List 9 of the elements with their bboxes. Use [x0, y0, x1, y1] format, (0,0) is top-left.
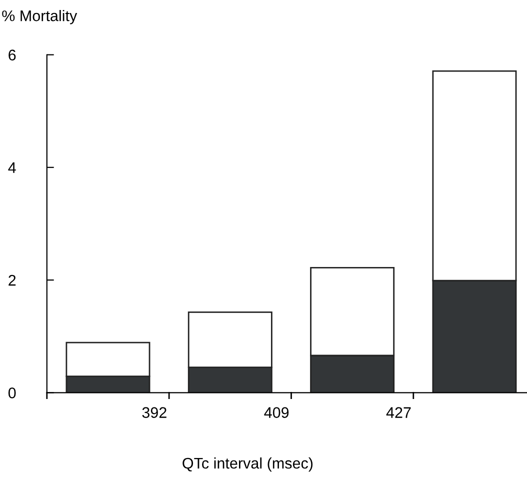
y-tick-label: 6: [8, 50, 16, 60]
y-axis-title: % Mortality: [2, 10, 78, 24]
y-tick-label: 0: [8, 388, 16, 398]
y-tick-label: 2: [8, 274, 16, 286]
x-axis-title: QTc interval (msec): [182, 457, 313, 472]
text: 409: [264, 407, 289, 418]
text: 427: [386, 407, 411, 418]
text: 392: [142, 407, 166, 418]
y-tick-label: 4: [8, 162, 16, 173]
